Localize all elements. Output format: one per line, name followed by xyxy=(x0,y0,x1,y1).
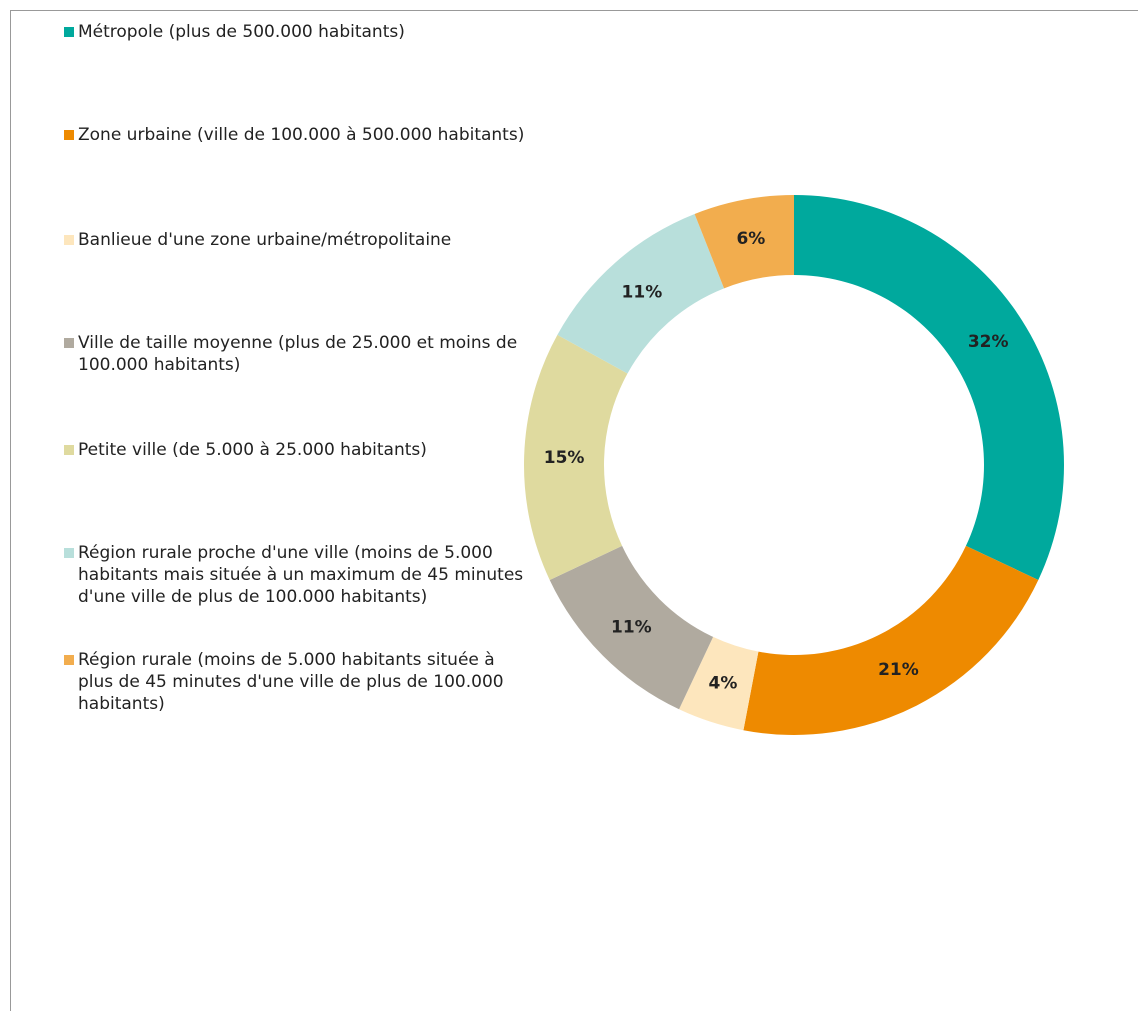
legend-item: Ville de taille moyenne (plus de 25.000 … xyxy=(64,332,534,376)
data-label: 11% xyxy=(622,282,663,302)
legend-item: Petite ville (de 5.000 à 25.000 habitant… xyxy=(64,439,534,461)
frame xyxy=(10,10,1138,1011)
legend-swatch xyxy=(64,548,74,558)
donut-slice xyxy=(743,545,1039,735)
legend-swatch xyxy=(64,27,74,37)
legend-label: Petite ville (de 5.000 à 25.000 habitant… xyxy=(78,440,427,460)
legend-item: Zone urbaine (ville de 100.000 à 500.000… xyxy=(64,124,534,146)
legend-swatch xyxy=(64,130,74,140)
legend-label: Banlieue d'une zone urbaine/métropolitai… xyxy=(78,230,452,250)
legend-label: Zone urbaine (ville de 100.000 à 500.000… xyxy=(78,125,525,145)
legend-item: Banlieue d'une zone urbaine/métropolitai… xyxy=(64,229,534,251)
legend-label: Ville de taille moyenne (plus de 25.000 … xyxy=(78,333,518,375)
data-label: 15% xyxy=(544,448,585,468)
legend-item: Région rurale proche d'une ville (moins … xyxy=(64,542,534,608)
legend-label: Région rurale proche d'une ville (moins … xyxy=(78,543,524,607)
legend-label: Région rurale (moins de 5.000 habitants … xyxy=(78,650,504,714)
legend-swatch xyxy=(64,445,74,455)
legend-label: Métropole (plus de 500.000 habitants) xyxy=(78,22,405,42)
data-label: 6% xyxy=(736,229,765,249)
data-label: 11% xyxy=(611,618,652,638)
data-label: 21% xyxy=(878,660,919,680)
donut-slice xyxy=(694,195,794,289)
legend-swatch xyxy=(64,655,74,665)
legend-item: Région rurale (moins de 5.000 habitants … xyxy=(64,649,534,715)
legend-item: Métropole (plus de 500.000 habitants) xyxy=(64,21,534,43)
legend-swatch xyxy=(64,235,74,245)
data-label: 32% xyxy=(968,332,1009,352)
donut-slice xyxy=(794,195,1064,580)
legend-swatch xyxy=(64,338,74,348)
donut-slice xyxy=(679,636,759,731)
donut-slice xyxy=(549,545,714,710)
donut-slice xyxy=(524,334,628,580)
donut-slice xyxy=(557,213,725,374)
data-label: 4% xyxy=(708,674,737,694)
